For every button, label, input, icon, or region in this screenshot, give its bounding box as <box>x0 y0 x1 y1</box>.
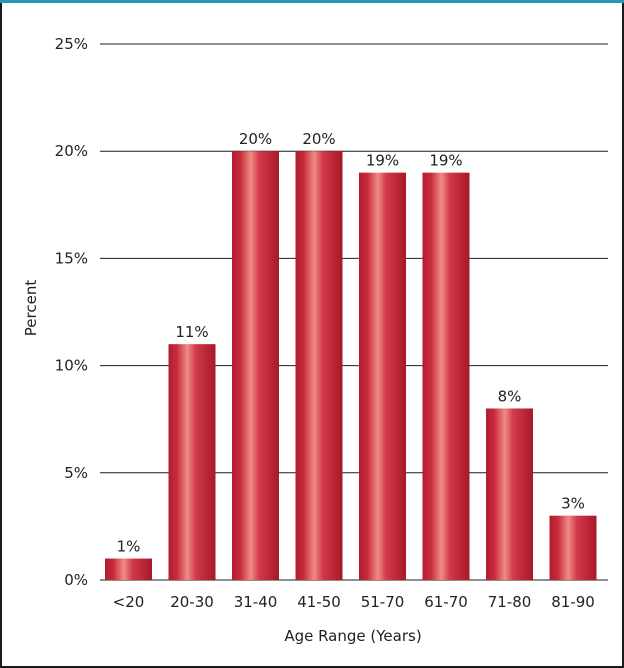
bar <box>549 515 597 580</box>
bar <box>168 344 216 580</box>
bar <box>295 151 343 580</box>
bar-value-label: 1% <box>117 538 141 556</box>
x-tick-label: 31-40 <box>234 593 278 611</box>
bar <box>422 172 470 580</box>
y-tick-label: 20% <box>55 142 88 160</box>
y-tick-label: 0% <box>64 571 88 589</box>
y-tick-label: 15% <box>55 249 88 267</box>
x-axis-tick-labels: <20 20-30 31-40 41-50 51-70 61-70 71-80 81-90 <box>113 593 595 611</box>
x-tick-label: 81-90 <box>551 593 595 611</box>
bar-value-label: 11% <box>175 323 208 341</box>
bars <box>105 151 597 580</box>
bar-value-label: 20% <box>302 130 335 148</box>
y-axis-tick-labels: 0% 5% 10% 15% 20% 25% <box>55 35 88 589</box>
bar-value-label: 19% <box>366 152 399 170</box>
y-tick-label: 10% <box>55 357 88 375</box>
x-tick-label: 20-30 <box>170 593 214 611</box>
bar <box>359 172 406 580</box>
bar-value-label: 8% <box>498 387 522 405</box>
x-axis-title: Age Range (Years) <box>284 627 421 645</box>
bar <box>232 151 279 580</box>
bar <box>486 408 533 580</box>
y-tick-label: 5% <box>64 464 88 482</box>
y-tick-label: 25% <box>55 35 88 53</box>
x-tick-label: 41-50 <box>297 593 341 611</box>
x-tick-label: 51-70 <box>361 593 405 611</box>
x-tick-label: 71-80 <box>488 593 532 611</box>
bar-value-label: 20% <box>239 130 272 148</box>
bar <box>105 558 152 580</box>
y-axis-title: Percent <box>22 280 40 337</box>
top-accent-band <box>0 0 624 3</box>
x-tick-label: <20 <box>113 593 145 611</box>
x-tick-label: 61-70 <box>424 593 468 611</box>
bar-value-label: 3% <box>561 495 585 513</box>
bar-value-label: 19% <box>429 152 462 170</box>
bar-value-labels: 1% 11% 20% 20% 19% 19% 8% 3% <box>117 130 585 555</box>
